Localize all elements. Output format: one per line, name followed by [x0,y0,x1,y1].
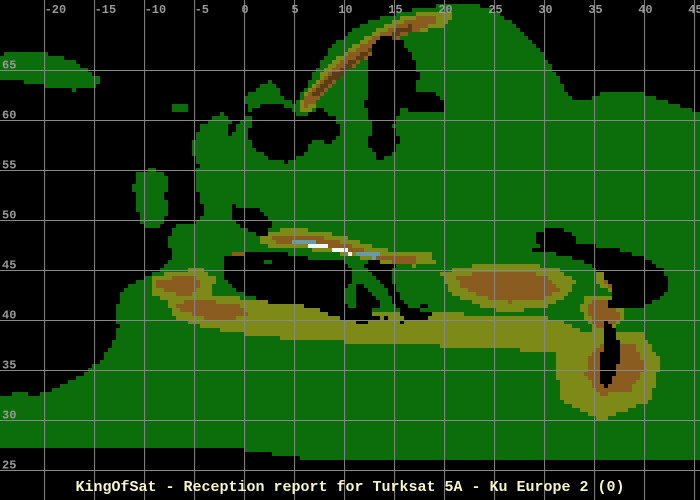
svg-text:60: 60 [2,109,16,123]
svg-text:-10: -10 [145,3,167,17]
svg-text:40: 40 [2,309,16,323]
svg-text:-5: -5 [195,3,209,17]
svg-text:35: 35 [2,359,16,373]
svg-text:20: 20 [438,3,452,17]
svg-text:25: 25 [2,459,16,473]
svg-text:5: 5 [291,3,298,17]
svg-text:0: 0 [241,3,248,17]
svg-text:55: 55 [2,159,16,173]
svg-text:35: 35 [588,3,602,17]
svg-text:30: 30 [538,3,552,17]
svg-text:KingOfSat - Reception report f: KingOfSat - Reception report for Turksat… [75,479,624,496]
svg-text:50: 50 [2,209,16,223]
svg-text:45: 45 [688,3,700,17]
svg-text:65: 65 [2,59,16,73]
svg-text:-20: -20 [45,3,67,17]
svg-text:10: 10 [338,3,352,17]
svg-text:45: 45 [2,259,16,273]
svg-text:30: 30 [2,409,16,423]
svg-text:40: 40 [638,3,652,17]
svg-text:25: 25 [488,3,502,17]
svg-text:15: 15 [388,3,402,17]
svg-text:-15: -15 [95,3,117,17]
